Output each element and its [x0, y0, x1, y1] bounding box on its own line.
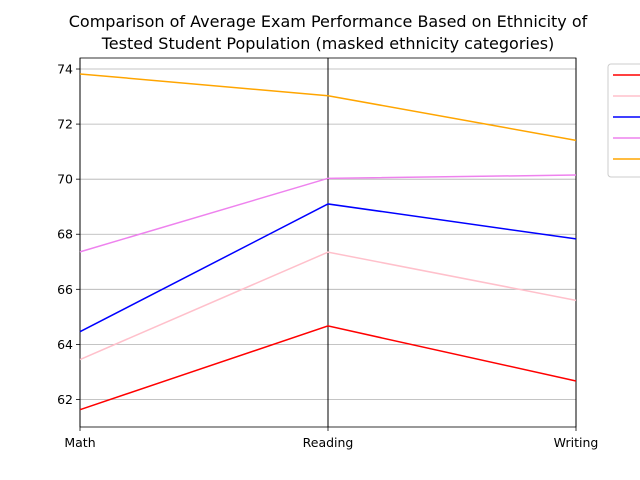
y-tick-label: 68: [57, 227, 73, 242]
series-line-4: [79, 174, 577, 253]
series-line-2: [79, 251, 577, 361]
y-tick-label: 64: [57, 337, 73, 352]
y-tick-label: 70: [57, 172, 73, 187]
series-line-1: [79, 325, 577, 411]
y-tick-label: 72: [57, 117, 73, 132]
chart-title-line-2: Tested Student Population (masked ethnic…: [101, 34, 555, 53]
x-tick-label: Math: [64, 435, 95, 450]
chart-title-line-1: Comparison of Average Exam Performance B…: [68, 12, 588, 31]
x-tick-label: Reading: [303, 435, 354, 450]
y-tick-label: 66: [57, 282, 73, 297]
series-line-3: [79, 203, 577, 333]
y-tick-label: 62: [57, 392, 73, 407]
plot-frame: [79, 57, 577, 428]
series-line-5: [79, 73, 577, 142]
x-tick-label: Writing: [554, 435, 599, 450]
y-tick-label: 74: [57, 62, 73, 77]
legend-box: [607, 63, 640, 178]
